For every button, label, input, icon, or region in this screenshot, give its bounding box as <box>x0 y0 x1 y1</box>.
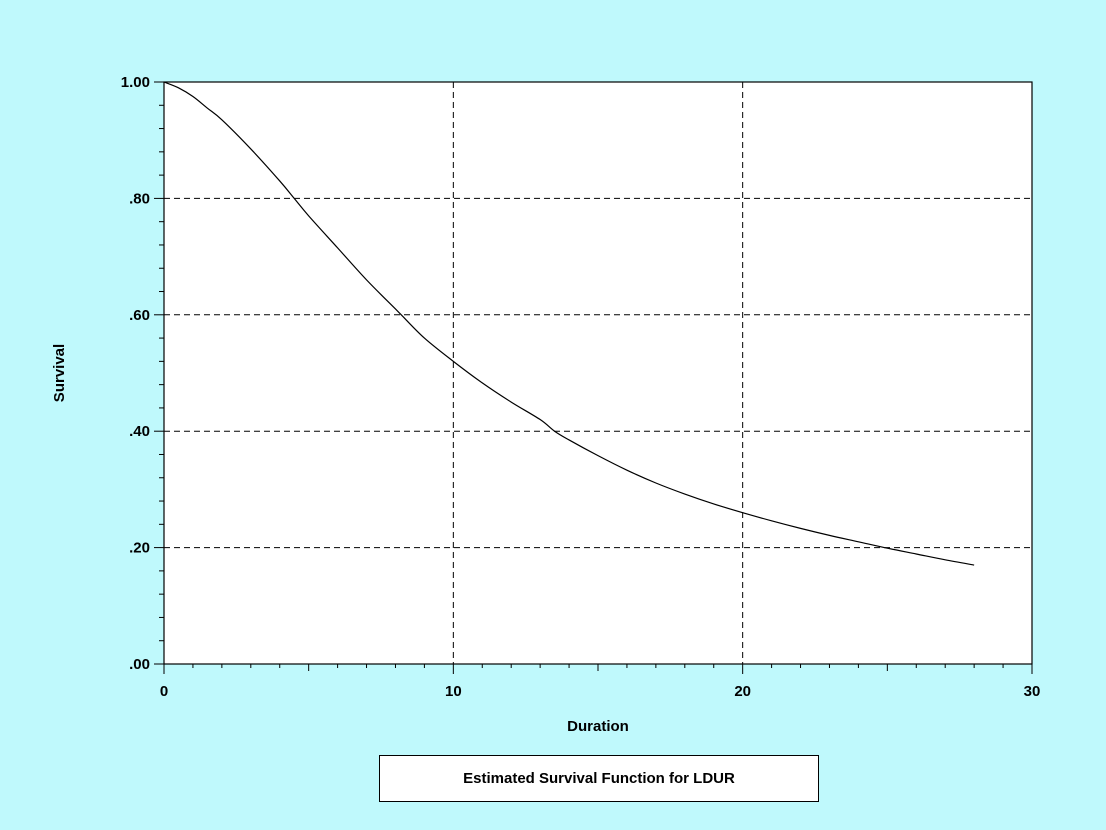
y-axis-title: Survival <box>51 344 68 402</box>
x-axis-title: Duration <box>567 718 629 735</box>
y-tick-label: 1.00 <box>121 74 150 91</box>
x-tick-label: 0 <box>160 683 168 700</box>
tick-labels: 0 10 20 30 .00 .20 .40 .60 .80 1.00 <box>121 74 1041 700</box>
x-tick-label: 10 <box>445 683 462 700</box>
survival-curve <box>163 81 975 566</box>
y-tick-label: .80 <box>129 190 150 207</box>
y-tick-label: .00 <box>129 656 150 673</box>
x-tick-label: 30 <box>1024 683 1041 700</box>
axis-ticks <box>154 81 1033 674</box>
y-tick-label: .40 <box>129 423 150 440</box>
series-layer <box>163 81 975 566</box>
y-tick-label: .20 <box>129 540 150 557</box>
y-tick-label: .60 <box>129 307 150 324</box>
plot-area <box>163 81 1033 665</box>
chart-title: Estimated Survival Function for LDUR <box>463 770 735 787</box>
x-tick-label: 20 <box>734 683 751 700</box>
chart-title-box: Estimated Survival Function for LDUR <box>379 755 819 802</box>
